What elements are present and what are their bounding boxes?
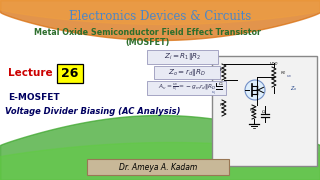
FancyBboxPatch shape <box>212 56 317 166</box>
Text: $C_S$: $C_S$ <box>261 108 268 116</box>
FancyBboxPatch shape <box>148 80 227 95</box>
Text: E-MOSFET: E-MOSFET <box>8 93 60 102</box>
Text: $V_{DD}$: $V_{DD}$ <box>269 60 279 68</box>
Text: $R_S$: $R_S$ <box>249 106 256 114</box>
Text: Dr. Ameya A. Kadam: Dr. Ameya A. Kadam <box>119 163 197 172</box>
FancyBboxPatch shape <box>57 64 83 83</box>
FancyBboxPatch shape <box>87 159 229 175</box>
Text: Lecture: Lecture <box>8 68 52 78</box>
Text: $R_2$: $R_2$ <box>219 101 225 109</box>
Text: $Z_o = r_d \| R_D$: $Z_o = r_d \| R_D$ <box>168 66 206 78</box>
FancyBboxPatch shape <box>148 50 219 64</box>
Text: Voltage Divider Biasing (AC Analysis): Voltage Divider Biasing (AC Analysis) <box>5 107 180 116</box>
Text: $R_1$: $R_1$ <box>219 66 226 74</box>
Text: $v_o$: $v_o$ <box>286 74 292 80</box>
FancyBboxPatch shape <box>155 66 220 78</box>
Text: Electronics Devices & Circuits: Electronics Devices & Circuits <box>69 10 251 23</box>
Text: $C_1$: $C_1$ <box>218 80 225 88</box>
Text: $R_D$: $R_D$ <box>280 69 287 77</box>
Text: $Z_o$: $Z_o$ <box>290 85 297 93</box>
Text: (MOSFET): (MOSFET) <box>126 38 170 47</box>
Text: 26: 26 <box>61 67 79 80</box>
Text: $A_v = \frac{v_o}{v_i} = -g_m r_d \| R_D$: $A_v = \frac{v_o}{v_i} = -g_m r_d \| R_D… <box>158 82 216 93</box>
Circle shape <box>245 80 265 100</box>
Text: $Z_i = R_1 \| R_2$: $Z_i = R_1 \| R_2$ <box>164 51 202 62</box>
Text: $v_i$: $v_i$ <box>212 90 217 97</box>
Text: Metal Oxide Semiconductor Field Effect Transistor: Metal Oxide Semiconductor Field Effect T… <box>35 28 261 37</box>
